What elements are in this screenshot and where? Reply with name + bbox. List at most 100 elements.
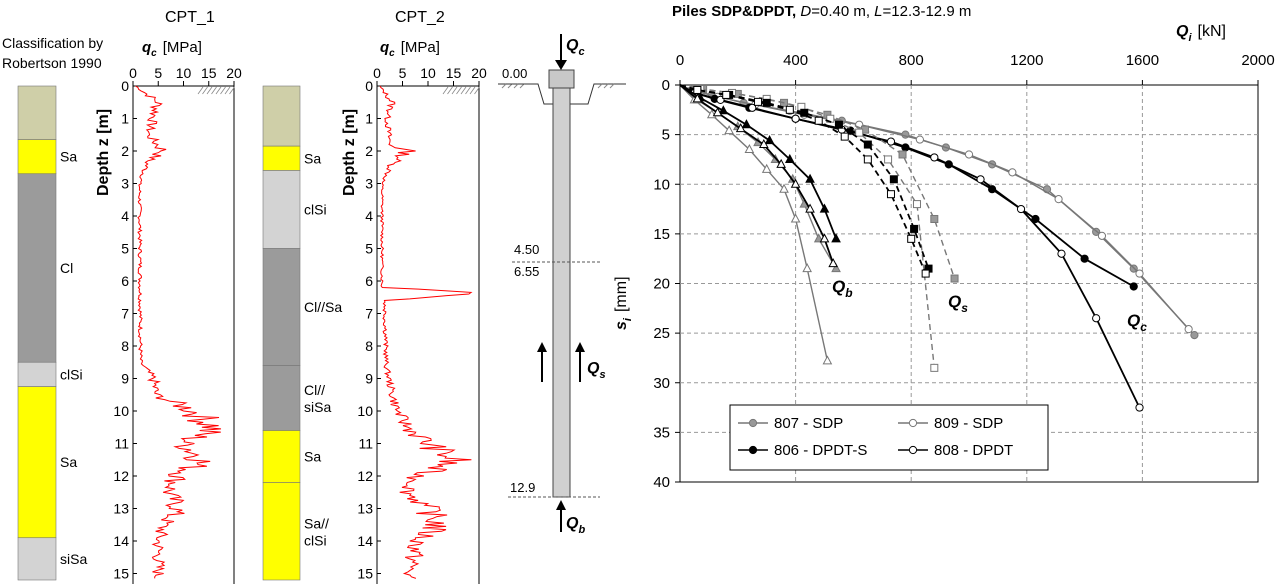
chart-ylabel: si[mm]	[613, 276, 634, 330]
data-point	[758, 138, 769, 149]
data-point	[819, 203, 830, 213]
soil-layer	[262, 248, 301, 366]
data-point	[1092, 314, 1101, 323]
cpt-ytick-label: 0	[121, 78, 129, 94]
y-tick-label: 5	[662, 127, 670, 144]
annotation-qb: Qb	[832, 277, 853, 300]
data-point	[1135, 269, 1144, 278]
series-line	[679, 84, 837, 269]
y-tick-label: 30	[653, 375, 670, 392]
data-point	[831, 233, 841, 243]
data-point	[805, 173, 815, 183]
data-point	[1190, 331, 1199, 340]
legend-item: 806 - DPDT-S	[738, 442, 867, 459]
x-tick-label: 400	[783, 52, 808, 69]
y-tick-label: 40	[653, 474, 670, 491]
soil-label: clSi	[304, 202, 327, 218]
data-point	[1184, 325, 1193, 334]
data-point	[712, 107, 723, 117]
series-808-Qs	[679, 84, 930, 278]
qc-arrowhead	[555, 60, 567, 70]
series-806-Qb	[679, 84, 841, 243]
data-point	[693, 85, 702, 94]
series-809-Qc	[679, 84, 1193, 334]
soil-column-1: Sa Cl clSi Sa siSa	[17, 85, 87, 581]
ground-hatch	[501, 83, 615, 89]
data-point	[754, 97, 763, 106]
data-point	[898, 150, 907, 159]
data-point	[1097, 231, 1107, 240]
soil-label: Sa	[304, 150, 321, 166]
series-807-Qb	[679, 84, 841, 273]
x-tick-label: 0	[676, 52, 684, 69]
data-point	[814, 116, 823, 125]
soil-layer	[262, 85, 301, 147]
legend-item: 809 - SDP	[898, 415, 1003, 432]
data-point	[1129, 282, 1138, 291]
cpt-ytick-label: 10	[357, 403, 373, 419]
data-point	[802, 263, 812, 273]
cpt1-xlabel: qc [MPa]	[142, 39, 202, 59]
y-tick-label: 20	[653, 276, 670, 293]
y-tick-label: 35	[653, 424, 670, 441]
cpt-ytick-label: 6	[365, 273, 373, 289]
legend-label: 807 - SDP	[774, 415, 843, 432]
cpt-xtick-label: 10	[420, 65, 436, 81]
data-point	[1054, 195, 1063, 204]
x-tick-label: 1600	[1126, 52, 1159, 69]
pile-schematic: 0.00 4.50 6.55 12.9 Qc Qs Qb	[498, 34, 626, 536]
cpt-ytick-label: 14	[113, 533, 129, 549]
classification-title-line1: Classification by	[2, 35, 103, 51]
classification-title-line2: Robertson 1990	[2, 55, 102, 71]
data-point	[855, 128, 864, 137]
annotation-qs: Qs	[948, 292, 968, 315]
series-line	[679, 84, 1135, 288]
soil-label: Sa	[304, 449, 321, 465]
cpt-ytick-label: 1	[121, 111, 129, 127]
cpt-xtick-label: 10	[176, 65, 192, 81]
data-point	[840, 132, 849, 141]
data-point	[790, 213, 801, 223]
chart-series	[679, 84, 1199, 412]
soil-label: Sa	[60, 149, 77, 165]
cpt1-qc-curve	[135, 85, 222, 579]
soil-layer	[17, 537, 57, 581]
cpt-ytick-label: 2	[121, 143, 129, 159]
cpt-ytick-label: 13	[113, 501, 129, 517]
data-point	[800, 108, 809, 117]
data-point	[776, 158, 786, 168]
soil-layer	[262, 365, 301, 431]
legend-box	[729, 404, 1049, 471]
soil-layer	[17, 386, 57, 539]
data-point	[791, 114, 800, 123]
soil-label: Cl//Sa	[304, 299, 342, 315]
legend-label: 806 - DPDT-S	[774, 442, 867, 459]
data-point	[1057, 249, 1066, 258]
series-line	[679, 84, 935, 368]
legend-label: 808 - DPDT	[934, 442, 1013, 459]
cpt2-title: CPT_2	[395, 9, 445, 26]
cpt-ytick-label: 2	[365, 143, 373, 159]
annotation-qc: Qc	[1127, 311, 1147, 334]
data-point	[915, 135, 924, 144]
soil-layer	[17, 173, 57, 363]
data-point	[722, 90, 731, 99]
soil-layer	[262, 170, 301, 249]
legend-marker	[748, 445, 758, 455]
soil-label: Sa//	[304, 515, 329, 531]
cpt-ytick-label: 7	[121, 306, 129, 322]
chart-grid: 0 400 800 1200 1600 2000 0 5 10 15 20 25 30 35 40	[653, 52, 1274, 491]
data-point	[748, 103, 757, 112]
soil-layer	[17, 361, 57, 387]
cpt-xtick-label: 15	[446, 65, 462, 81]
cpt-xtick-label: 0	[129, 65, 137, 81]
data-point	[813, 233, 824, 243]
y-tick-label: 25	[653, 325, 670, 342]
data-point	[1031, 214, 1040, 224]
cpt-xtick-label: 0	[373, 65, 381, 81]
cpt2-ylabel: Depth z [m]	[341, 109, 358, 196]
